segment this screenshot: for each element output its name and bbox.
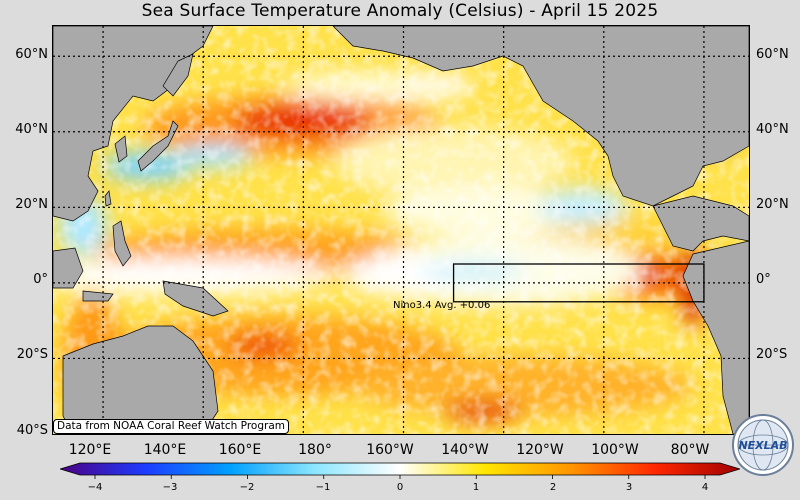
lat-label-left-60n: 60°N [15, 47, 48, 62]
colorbar-tick-m3: −3 [162, 482, 178, 493]
lat-label-right-20s: 20°S [756, 347, 788, 362]
lat-label-left-20n: 20°N [15, 197, 48, 212]
lat-label-right-60n: 60°N [756, 47, 789, 62]
lon-label-160e: 160°E [218, 442, 262, 458]
lat-label-right-40n: 40°N [756, 122, 789, 137]
lat-label-left-20s: 20°S [16, 347, 48, 362]
nino34-box [452, 263, 705, 303]
colorbar-tick-3: 3 [625, 482, 633, 493]
lon-label-140e: 140°E [143, 442, 187, 458]
logo-text: NEXLAB [738, 439, 787, 452]
colorbar-tick-m4: −4 [87, 482, 103, 493]
graticule [53, 26, 749, 434]
land [53, 26, 749, 434]
colorbar-tick-m1: −1 [315, 482, 331, 493]
lat-label-left-40s: 40°S [16, 423, 48, 438]
colorbar-tick-0: 0 [396, 482, 404, 493]
lat-label-right-20n: 20°N [756, 197, 789, 212]
lon-label-100w: 100°W [591, 442, 639, 458]
data-credit: Data from NOAA Coral Reef Watch Program [53, 419, 289, 434]
lon-label-120e: 120°E [68, 442, 112, 458]
sst-anomaly-map [52, 25, 750, 435]
lat-label-right-0: 0° [756, 272, 771, 287]
lat-label-left-0: 0° [33, 272, 48, 287]
colorbar [60, 462, 740, 479]
lon-label-180: 180° [298, 442, 332, 458]
lon-label-140w: 140°W [441, 442, 489, 458]
nino34-average-label: Nino3.4 Avg. +0.06 [393, 300, 491, 311]
lon-label-160w: 160°W [366, 442, 414, 458]
map-title: Sea Surface Temperature Anomaly (Celsius… [141, 1, 659, 21]
colorbar-tick-1: 1 [472, 482, 480, 493]
colorbar-tick-4: 4 [701, 482, 709, 493]
colorbar-tick-m2: −2 [239, 482, 255, 493]
lon-label-80w: 80°W [670, 442, 710, 458]
nexlab-globe-logo-icon: NEXLAB [732, 414, 794, 476]
colorbar-tick-2: 2 [549, 482, 557, 493]
lon-label-120w: 120°W [516, 442, 564, 458]
lat-label-left-40n: 40°N [15, 122, 48, 137]
